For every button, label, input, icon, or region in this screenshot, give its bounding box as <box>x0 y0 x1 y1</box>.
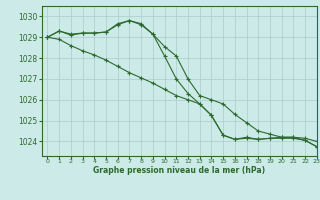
X-axis label: Graphe pression niveau de la mer (hPa): Graphe pression niveau de la mer (hPa) <box>93 166 265 175</box>
